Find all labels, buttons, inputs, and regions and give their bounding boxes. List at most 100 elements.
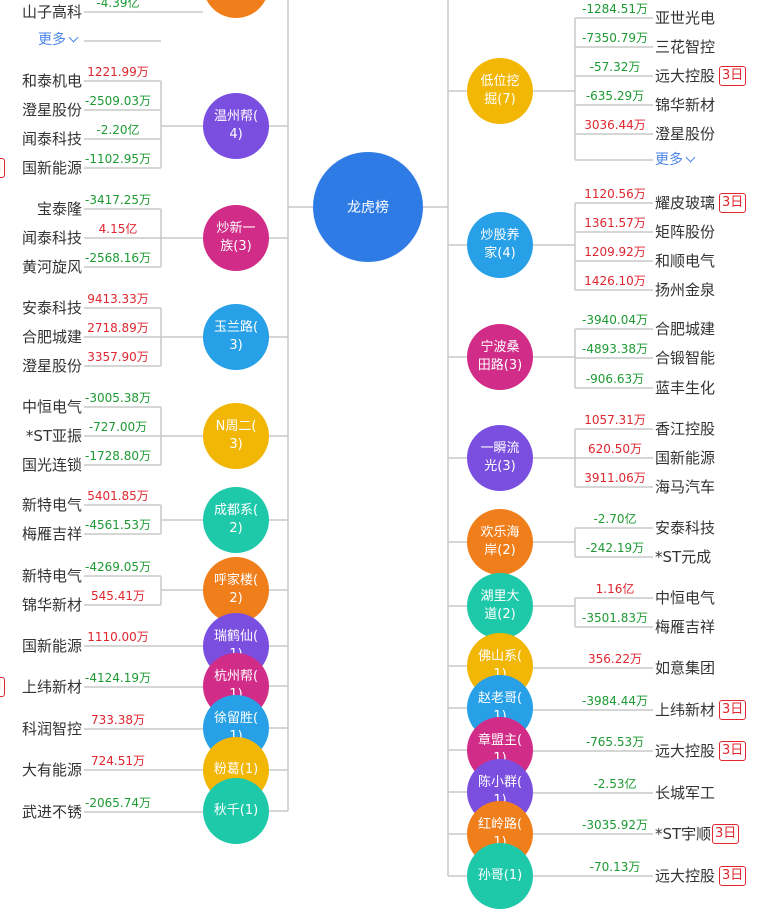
stock-amount: -2.53亿 [593,777,637,791]
stock-amount: -2.20亿 [96,123,140,137]
stock-name[interactable]: 长城军工 [655,784,716,802]
more-link-right-0[interactable]: 更多 [655,151,696,169]
stock-amount: -2509.03万 [85,94,151,108]
group-node-left-5[interactable]: 成都系( 2) [203,487,269,553]
stock-name[interactable]: 安泰科技 [655,519,716,537]
stock-name[interactable]: 上纬新材 [655,701,716,719]
stock-amount: 1221.99万 [87,65,149,79]
stock-name[interactable]: 上纬新材 [21,678,82,696]
stock-name[interactable]: 锦华新材 [655,96,716,114]
stock-name[interactable]: 扬州金泉 [655,281,716,299]
stock-name[interactable]: 大有能源 [21,761,82,779]
stock-name[interactable]: 和泰机电 [21,72,82,90]
stock-amount: -4.39亿 [96,0,140,10]
stock-amount: 1.16亿 [595,582,635,596]
stock-amount: -2.70亿 [593,512,637,526]
stock-name[interactable]: 科润智控 [21,720,82,738]
stock-name[interactable]: 闻泰科技 [21,130,82,148]
stock-name[interactable]: 国光连锁 [21,456,82,474]
stock-name[interactable]: 宝泰隆 [36,200,82,218]
stock-amount: -4893.38万 [582,342,648,356]
stock-name[interactable]: 国新能源 [21,637,82,655]
stock-amount: -242.19万 [585,541,645,555]
stock-name[interactable]: 远大控股 [655,67,716,85]
stock-days-tag: 3日 [719,193,747,213]
stock-days-tag: 3日 [0,677,6,697]
stock-amount: 2718.89万 [87,321,149,335]
group-node-right-0[interactable]: 低位挖 掘(7) [467,58,533,124]
stock-name[interactable]: 安泰科技 [21,299,82,317]
group-node-right-2[interactable]: 宁波桑 田路(3) [467,324,533,390]
group-node-left-2[interactable]: 炒新一 族(3) [203,205,269,271]
stock-name[interactable]: 澄星股份 [655,125,716,143]
stock-amount: -906.63万 [585,372,645,386]
stock-name[interactable]: 如意集团 [655,659,716,677]
stock-name[interactable]: 新特电气 [21,567,82,585]
stock-name[interactable]: 三花智控 [655,38,716,56]
stock-amount: 4.15亿 [98,222,138,236]
stock-amount: 545.41万 [91,589,145,603]
stock-name[interactable]: 国新能源 [655,449,716,467]
chevron-down-icon [685,152,696,163]
stock-name[interactable]: *ST元成 [655,548,712,566]
stock-name[interactable]: 香江控股 [655,420,716,438]
group-node-left-6[interactable]: 呼家楼( 2) [203,557,269,623]
stock-amount: -765.53万 [585,735,645,749]
stock-amount: -4269.05万 [85,560,151,574]
chevron-down-icon [68,32,79,43]
stock-amount: -4561.53万 [85,518,151,532]
more-link-left-0[interactable]: 更多 [38,31,79,49]
stock-name[interactable]: 黄河旋风 [21,258,82,276]
stock-name[interactable]: 中恒电气 [21,398,82,416]
group-node-left-4[interactable]: N周二( 3) [203,403,269,469]
stock-name[interactable]: 锦华新材 [21,596,82,614]
group-node-left-11[interactable]: 秋千(1) [203,778,269,844]
stock-name[interactable]: 武进不锈 [21,803,82,821]
stock-name[interactable]: 合锻智能 [655,349,716,367]
stock-amount: 3911.06万 [584,471,646,485]
stock-name[interactable]: 山子高科 [21,3,82,21]
group-node-left-0[interactable] [203,0,269,18]
group-node-right-11[interactable]: 孙哥(1) [467,843,533,909]
stock-amount: 1361.57万 [584,216,646,230]
group-node-left-1[interactable]: 温州帮( 4) [203,93,269,159]
stock-name[interactable]: 蓝丰生化 [655,379,716,397]
stock-name[interactable]: 澄星股份 [21,101,82,119]
stock-name[interactable]: 矩阵股份 [655,223,716,241]
stock-name[interactable]: 国新能源 [21,159,82,177]
stock-days-tag: 3日 [719,741,747,761]
stock-days-tag: 3日 [0,158,6,178]
stock-name[interactable]: *ST宇顺 [655,825,712,843]
stock-amount: -635.29万 [585,89,645,103]
stock-name[interactable]: 澄星股份 [21,357,82,375]
stock-amount: -70.13万 [589,860,641,874]
stock-amount: -727.00万 [88,420,148,434]
stock-name[interactable]: 闻泰科技 [21,229,82,247]
group-node-right-5[interactable]: 湖里大 道(2) [467,573,533,639]
stock-name[interactable]: *ST亚振 [25,427,82,445]
center-node-longhubang[interactable]: 龙虎榜 [313,152,423,262]
stock-name[interactable]: 中恒电气 [655,589,716,607]
stock-amount: 1057.31万 [584,413,646,427]
stock-name[interactable]: 梅雁吉祥 [655,618,716,636]
group-node-right-4[interactable]: 欢乐海 岸(2) [467,509,533,575]
stock-name[interactable]: 新特电气 [21,496,82,514]
stock-name[interactable]: 亚世光电 [655,9,716,27]
group-node-right-1[interactable]: 炒股养 家(4) [467,212,533,278]
stock-name[interactable]: 远大控股 [655,867,716,885]
stock-name[interactable]: 合肥城建 [655,320,716,338]
stock-name[interactable]: 海马汽车 [655,478,716,496]
group-node-right-3[interactable]: 一瞬流 光(3) [467,425,533,491]
group-node-left-3[interactable]: 玉兰路( 3) [203,304,269,370]
stock-name[interactable]: 耀皮玻璃 [655,194,716,212]
stock-name[interactable]: 远大控股 [655,742,716,760]
stock-name[interactable]: 和顺电气 [655,252,716,270]
stock-amount: -1284.51万 [582,2,648,16]
stock-amount: 733.38万 [91,713,145,727]
stock-name[interactable]: 合肥城建 [21,328,82,346]
stock-amount: 3357.90万 [87,350,149,364]
stock-amount: -4124.19万 [85,671,151,685]
stock-name[interactable]: 梅雁吉祥 [21,525,82,543]
group-node-right-6[interactable]: 佛山系( 1) [467,633,533,699]
